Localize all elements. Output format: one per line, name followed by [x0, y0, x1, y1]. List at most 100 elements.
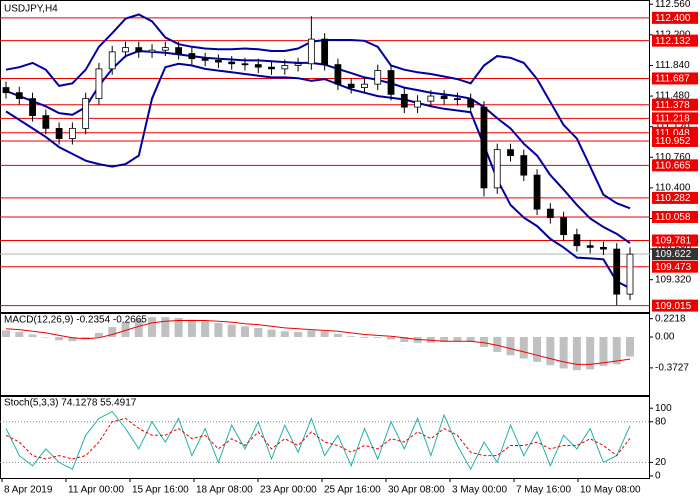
level-label-box [652, 34, 698, 47]
candle-body [613, 248, 621, 295]
macd-bar [586, 337, 595, 370]
candle-body [321, 38, 329, 66]
candle-body [201, 58, 209, 61]
candle-body [15, 92, 23, 100]
chart-title: USDJPY,H4 [4, 4, 58, 15]
candle-body [281, 65, 289, 70]
level-label-box [652, 299, 698, 312]
macd-bar [148, 317, 157, 338]
macd-bar [15, 332, 24, 338]
candle-body [560, 217, 568, 236]
macd-bar [506, 337, 515, 356]
signal-line [5, 320, 631, 365]
y-tick-label: 110.760 [655, 152, 691, 163]
candle-body [55, 127, 63, 139]
macd-bar [134, 318, 143, 338]
x-tick-label: 11 Apr 00:00 [68, 485, 124, 496]
level-label: 110.952 [655, 136, 691, 147]
macd-bar [214, 322, 223, 338]
candle-body [122, 47, 129, 53]
candle-body [454, 98, 461, 101]
candle-body [626, 253, 634, 295]
last-price-label: 109.622 [655, 249, 692, 260]
macd-bar [533, 337, 542, 362]
bollinger-band [5, 62, 631, 290]
macd-bar [466, 337, 475, 342]
macd-bar [599, 337, 608, 367]
level-label: 111.048 [655, 128, 690, 139]
panel-frame [0, 0, 650, 313]
candle-body [254, 64, 262, 68]
macd-bar [55, 337, 64, 341]
candle-body [215, 59, 222, 63]
y-tick-label: 100 [655, 403, 672, 414]
y-tick-label: 111.480 [655, 91, 690, 102]
y-tick-label: 0 [655, 471, 661, 482]
candle-body [188, 53, 196, 60]
candle-body [586, 245, 594, 248]
candle-body [42, 115, 50, 129]
macd-bar [121, 322, 130, 338]
macd-bar [373, 337, 382, 338]
level-label-box [652, 72, 698, 85]
candle-body [241, 63, 249, 66]
candle-body [400, 93, 408, 108]
y-tick-label: 112.560 [655, 0, 691, 10]
macd-bar [572, 337, 581, 371]
level-label: 111.687 [655, 74, 690, 85]
macd-bar [280, 331, 289, 338]
candle-body [307, 38, 315, 65]
macd-bar [559, 337, 568, 369]
y-tick-label: 0.2218 [655, 313, 686, 324]
macd-bar [519, 337, 528, 359]
macd-bar [254, 327, 263, 338]
y-tick-label: 80 [655, 416, 667, 427]
candle-body [175, 47, 182, 54]
level-label-box [652, 112, 698, 125]
level-label-box [652, 191, 698, 204]
last-price-box [652, 248, 698, 261]
macd-bar [161, 317, 170, 338]
macd-bar [546, 337, 555, 366]
candle-body [2, 87, 10, 94]
candle-body [387, 70, 395, 95]
macd-bar [2, 330, 10, 338]
level-label: 112.400 [655, 13, 691, 24]
level-label-box [652, 234, 698, 247]
macd-bar [440, 337, 449, 342]
macd-bar [320, 331, 329, 338]
macd-bar [68, 337, 77, 342]
level-label: 109.473 [655, 262, 692, 273]
candle-body [268, 66, 275, 70]
candle-body [520, 155, 528, 176]
candle-body [294, 63, 302, 66]
x-tick-label: 30 Apr 08:00 [388, 485, 445, 496]
macd-bar [240, 326, 249, 338]
level-label-box [652, 210, 698, 223]
candle-body [493, 149, 501, 189]
macd-bar [307, 330, 316, 338]
level-label-box [652, 134, 698, 147]
macd-title: MACD(12,26,9) -0.2354 -0.2665 [4, 315, 147, 326]
bollinger-band [5, 13, 631, 210]
macd-bar [347, 336, 356, 338]
candle-body [161, 47, 169, 51]
level-label-box [652, 159, 698, 172]
y-tick-label: 110.400 [655, 183, 691, 194]
level-label: 110.282 [655, 193, 691, 204]
macd-bar [267, 329, 276, 338]
macd-bar [174, 317, 183, 338]
stoch-title: Stoch(5,3,3) 74.1278 55.4917 [4, 398, 137, 409]
y-tick-label: 111.840 [655, 60, 690, 71]
level-label: 110.665 [655, 160, 691, 171]
candle-body [440, 95, 448, 100]
macd-bar [28, 334, 37, 338]
x-tick-label: 7 May 16:00 [516, 485, 571, 496]
candle-body [135, 47, 143, 53]
macd-bar [94, 332, 103, 338]
panel-frame [0, 396, 650, 479]
macd-bar [626, 337, 634, 357]
level-label: 111.378 [655, 100, 690, 111]
